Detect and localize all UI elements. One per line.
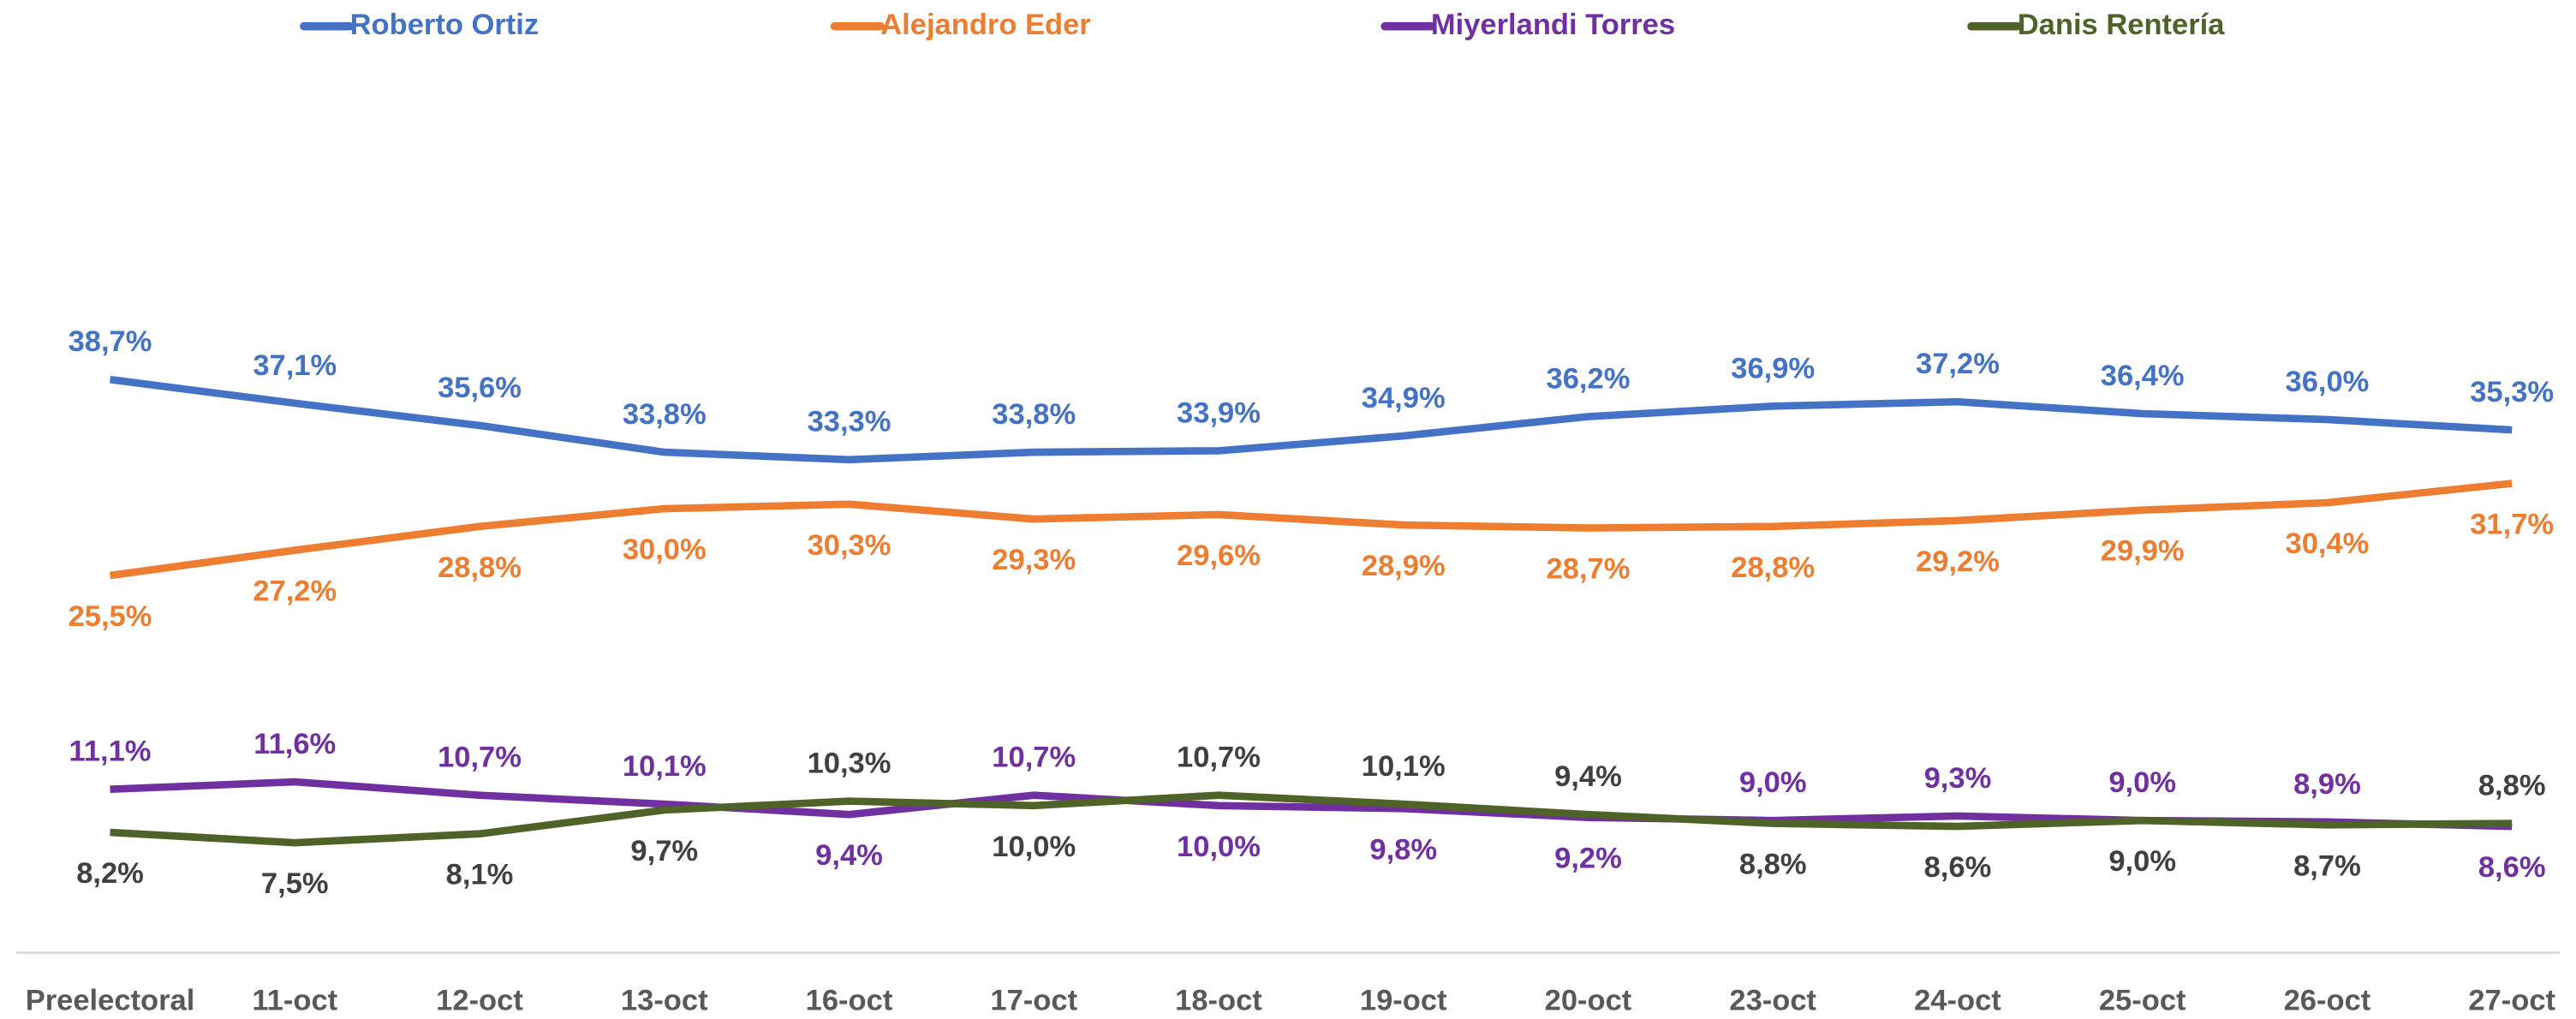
data-label: 8,1%	[446, 859, 514, 891]
data-label: 9,4%	[815, 839, 883, 872]
data-label: 9,0%	[2108, 845, 2176, 878]
data-label: 36,2%	[1547, 362, 1631, 395]
x-tick-label: 19-oct	[1360, 984, 1447, 1016]
x-tick-label: 20-oct	[1545, 984, 1632, 1016]
data-label: 28,9%	[1362, 550, 1446, 582]
legend-label: Roberto Ortiz	[350, 9, 540, 41]
data-label: 37,2%	[1916, 348, 2000, 380]
data-label: 8,6%	[1924, 851, 1992, 884]
data-label: 35,3%	[2470, 376, 2554, 408]
data-label: 30,4%	[2286, 527, 2370, 560]
data-label: 30,3%	[808, 529, 891, 562]
data-label: 10,3%	[808, 748, 891, 780]
series-line	[109, 480, 2513, 580]
x-tick-label: 13-oct	[621, 984, 708, 1016]
data-label: 10,1%	[1362, 750, 1446, 783]
legend-label: Danis Rentería	[2018, 9, 2225, 41]
data-label: 30,0%	[623, 533, 707, 566]
x-tick-label: 17-oct	[990, 984, 1077, 1016]
data-label: 8,6%	[2478, 851, 2546, 884]
data-label: 29,9%	[2101, 535, 2185, 568]
data-label: 36,0%	[2286, 366, 2370, 398]
data-label: 33,9%	[1177, 396, 1261, 429]
data-label: 10,0%	[992, 831, 1076, 863]
data-label: 38,7%	[69, 325, 152, 358]
data-label: 27,2%	[253, 575, 337, 608]
data-label: 10,7%	[1177, 742, 1261, 774]
data-label: 33,8%	[623, 398, 707, 431]
data-label: 28,8%	[438, 551, 522, 584]
data-label: 10,1%	[623, 750, 707, 783]
data-label: 36,9%	[1731, 352, 1815, 384]
data-label: 36,4%	[2101, 360, 2185, 392]
x-tick-label: Preelectoral	[26, 984, 195, 1016]
data-label: 9,4%	[1554, 760, 1622, 793]
series-line	[109, 375, 2513, 464]
legend-label: Miyerlandi Torres	[1431, 9, 1675, 41]
data-label: 8,9%	[2293, 768, 2361, 801]
data-label: 9,0%	[1739, 766, 1807, 799]
series-line	[110, 791, 2513, 847]
data-label: 8,2%	[76, 857, 144, 890]
x-tick-label: 18-oct	[1175, 984, 1262, 1016]
data-label: 29,6%	[1177, 539, 1261, 572]
data-label: 10,7%	[992, 742, 1076, 774]
data-label: 34,9%	[1362, 382, 1446, 414]
data-label: 29,3%	[992, 544, 1076, 576]
data-label: 7,5%	[261, 867, 329, 900]
x-tick-label: 27-oct	[2468, 984, 2555, 1016]
x-tick-label: 26-oct	[2284, 984, 2371, 1016]
data-label: 35,6%	[438, 372, 522, 404]
x-tick-label: 24-oct	[1914, 984, 2001, 1016]
data-label: 9,0%	[2108, 766, 2176, 799]
data-label: 9,7%	[630, 835, 698, 867]
data-label: 29,2%	[1916, 545, 2000, 578]
x-tick-label: 23-oct	[1729, 984, 1816, 1016]
data-label: 10,0%	[1177, 831, 1261, 863]
data-label: 9,3%	[1924, 762, 1992, 795]
x-tick-label: 12-oct	[436, 984, 523, 1016]
legend-label: Alejandro Eder	[880, 9, 1091, 41]
data-label: 33,8%	[992, 398, 1076, 431]
data-label: 31,7%	[2470, 509, 2554, 541]
data-label: 28,7%	[1547, 553, 1631, 586]
data-label: 10,7%	[438, 742, 522, 774]
data-label: 11,6%	[253, 728, 336, 760]
x-tick-label: 16-oct	[806, 984, 893, 1016]
data-label: 25,5%	[69, 600, 152, 633]
data-label: 9,8%	[1369, 833, 1437, 866]
data-label: 11,1%	[69, 736, 152, 768]
data-label: 8,8%	[1739, 849, 1807, 881]
x-tick-label: 11-oct	[252, 984, 337, 1016]
data-label: 33,3%	[808, 406, 891, 438]
data-label: 8,7%	[2293, 849, 2361, 882]
data-label: 28,8%	[1731, 551, 1815, 584]
data-label: 9,2%	[1554, 843, 1622, 875]
data-label: 8,8%	[2478, 770, 2546, 802]
x-tick-label: 25-oct	[2099, 984, 2186, 1016]
data-label: 37,1%	[253, 349, 337, 382]
